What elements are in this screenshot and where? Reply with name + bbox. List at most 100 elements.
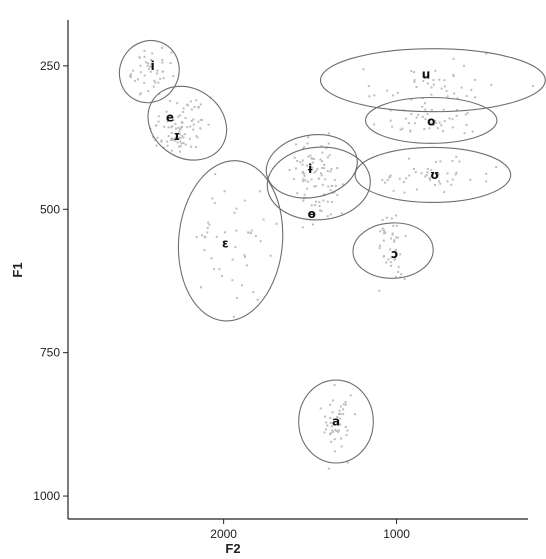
series-3-point bbox=[262, 218, 265, 221]
series-2-point bbox=[171, 125, 174, 128]
series-5-point bbox=[296, 192, 299, 195]
y-tick-label: 750 bbox=[40, 346, 60, 360]
series-6-point bbox=[390, 264, 392, 267]
series-0-point bbox=[143, 81, 146, 84]
series-0-point bbox=[147, 62, 149, 65]
series-2-point bbox=[167, 135, 170, 137]
label-layer: i eɪ ɛ ɨ ɵ ɔ u o ʊ a bbox=[151, 59, 440, 429]
series-0-point bbox=[169, 62, 172, 65]
series-10-point bbox=[329, 422, 332, 424]
series-3-point bbox=[218, 268, 221, 271]
series-3-point bbox=[231, 258, 234, 261]
series-5-point bbox=[301, 171, 304, 174]
series-7-point bbox=[434, 69, 437, 72]
series-5-point bbox=[317, 177, 320, 180]
series-10-point bbox=[329, 403, 332, 406]
series-1-point bbox=[188, 137, 191, 140]
series-0-point bbox=[172, 75, 175, 78]
series-0-point bbox=[139, 92, 142, 95]
series-6-point bbox=[379, 244, 381, 247]
series-0-point bbox=[149, 65, 151, 68]
series-4-point bbox=[311, 157, 313, 160]
series-2-point bbox=[170, 139, 173, 141]
series-7-point bbox=[432, 79, 435, 81]
series-0-point bbox=[151, 64, 154, 67]
series-7-point bbox=[410, 98, 413, 101]
series-1-point bbox=[181, 134, 184, 137]
series-7-point bbox=[474, 96, 477, 99]
series-0-ellipse bbox=[118, 40, 180, 104]
series-8-point bbox=[443, 120, 446, 123]
series-8-point bbox=[391, 125, 394, 128]
series-8-point bbox=[455, 109, 458, 111]
series-8-point bbox=[426, 113, 429, 116]
series-0-point bbox=[159, 77, 162, 80]
series-9-point bbox=[485, 172, 488, 175]
series-9-point bbox=[403, 191, 406, 194]
series-2-point bbox=[195, 146, 197, 149]
series-1-point bbox=[170, 126, 173, 129]
x-axis-title: F2 bbox=[225, 541, 240, 556]
series-7-point bbox=[368, 95, 371, 98]
series-7-point bbox=[430, 86, 433, 89]
series-2-point bbox=[183, 133, 186, 136]
series-9-point bbox=[408, 157, 410, 160]
series-7-point bbox=[453, 92, 456, 95]
series-8-point bbox=[429, 122, 432, 125]
series-3-point bbox=[231, 279, 234, 282]
series-5-point bbox=[312, 223, 314, 226]
series-7-point bbox=[531, 85, 534, 87]
series-5-point bbox=[322, 199, 325, 202]
series-2-point bbox=[174, 123, 177, 125]
series-0-point bbox=[143, 74, 146, 77]
series-1-point bbox=[201, 118, 204, 121]
series-3-point bbox=[240, 284, 243, 287]
series-5-point bbox=[333, 191, 336, 194]
series-9-point bbox=[443, 191, 446, 194]
series-6-point bbox=[393, 240, 396, 243]
series-2-point bbox=[179, 137, 182, 139]
series-9-point bbox=[426, 171, 429, 174]
series-0-point bbox=[158, 93, 161, 96]
series-9-point bbox=[403, 181, 405, 184]
series-0-point bbox=[155, 72, 158, 75]
series-9-point bbox=[438, 180, 440, 183]
series-1-point bbox=[199, 103, 202, 106]
series-10-point bbox=[323, 431, 326, 434]
series-8-point bbox=[401, 127, 404, 130]
series-0-point bbox=[161, 61, 164, 64]
series-9-ellipse bbox=[354, 146, 512, 203]
series-1-point bbox=[157, 115, 160, 118]
series-4-point bbox=[311, 166, 314, 169]
series-9-point bbox=[408, 174, 411, 177]
series-9-point bbox=[426, 167, 429, 170]
series-10-point bbox=[338, 409, 341, 412]
series-8-point bbox=[434, 119, 437, 122]
series-5-point bbox=[303, 146, 306, 148]
series-6-point bbox=[391, 232, 394, 235]
series-0-point bbox=[143, 55, 146, 58]
series-8-point bbox=[423, 128, 426, 131]
series-8-point bbox=[435, 121, 437, 124]
series-2-point bbox=[167, 126, 170, 129]
series-5-point bbox=[318, 205, 321, 207]
series-8-point bbox=[436, 127, 439, 130]
series-2-point bbox=[181, 125, 183, 128]
series-3-point bbox=[259, 190, 262, 193]
series-4-point bbox=[333, 179, 336, 181]
series-8-point bbox=[433, 123, 435, 126]
series-2-point bbox=[192, 123, 195, 126]
series-10-point bbox=[330, 425, 333, 428]
series-8-point bbox=[424, 118, 427, 121]
series-10-point bbox=[345, 434, 348, 437]
series-6-point bbox=[395, 275, 397, 278]
series-7-point bbox=[446, 95, 449, 98]
series-6-point bbox=[395, 214, 397, 217]
series-5-point bbox=[321, 183, 324, 186]
series-8-point bbox=[442, 130, 444, 133]
series-7-point bbox=[413, 79, 416, 82]
series-1-point bbox=[193, 106, 196, 108]
series-8-point bbox=[429, 119, 432, 121]
series-10-point bbox=[331, 429, 334, 432]
